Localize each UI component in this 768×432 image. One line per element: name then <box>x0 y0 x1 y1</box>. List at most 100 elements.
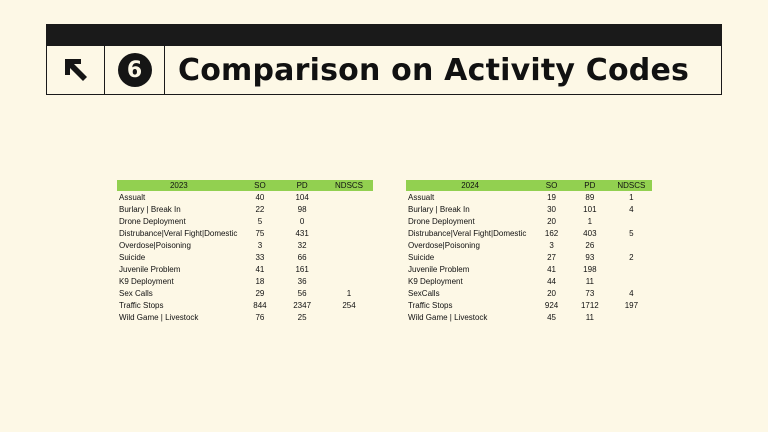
so-value: 27 <box>547 252 557 262</box>
table-row: Distrubance|Veral Fight|Domestic 162 403 5 <box>406 227 652 239</box>
row-label: Burlary | Break In <box>119 204 181 214</box>
ndscs-value <box>325 191 373 203</box>
ndscs-header: NDSCS <box>610 180 652 191</box>
so-header: SO <box>240 180 280 191</box>
ndscs-value <box>611 275 652 287</box>
row-label: Burlary | Break In <box>408 204 470 214</box>
header-bar <box>47 25 721 46</box>
table-row: Overdose|Poisoning 3 26 <box>406 239 652 251</box>
ndscs-header: NDSCS <box>325 180 373 191</box>
row-label: Juvenile Problem <box>119 264 181 274</box>
row-label: Overdose|Poisoning <box>408 240 480 250</box>
pd-value: 73 <box>585 288 595 298</box>
so-header: SO <box>534 180 569 191</box>
ndscs-value: 197 <box>624 300 639 310</box>
slide-header: 6 Comparison on Activity Codes <box>46 24 722 95</box>
table-row: Suicide 27 93 2 <box>406 251 652 263</box>
so-value: 75 <box>255 228 265 238</box>
pd-value: 198 <box>583 264 597 274</box>
so-value: 844 <box>253 300 267 310</box>
so-value: 22 <box>255 204 265 214</box>
row-label: Suicide <box>408 252 435 262</box>
ndscs-value <box>325 263 373 275</box>
pd-value: 11 <box>585 312 594 322</box>
row-label: Assualt <box>408 192 435 202</box>
table-row: Wild Game | Livestock 76 25 <box>117 311 373 323</box>
table-row: Assualt 40 104 <box>117 191 373 203</box>
pd-value: 89 <box>585 192 595 202</box>
so-value: 45 <box>547 312 557 322</box>
so-value: 18 <box>255 276 265 286</box>
table-row: Burlary | Break In 22 98 <box>117 203 373 215</box>
row-label: K9 Deployment <box>119 276 174 286</box>
row-label: Drone Deployment <box>408 216 475 226</box>
table-row: Sex Calls 29 56 1 <box>117 287 373 299</box>
pd-header: PD <box>279 180 326 191</box>
so-value: 162 <box>544 228 559 238</box>
table-row: SexCalls 20 73 4 <box>406 287 652 299</box>
table-row: K9 Deployment 18 36 <box>117 275 373 287</box>
row-label: Distrubance|Veral Fight|Domestic <box>119 228 238 238</box>
pd-value: 104 <box>295 192 309 202</box>
row-label: Overdose|Poisoning <box>119 240 191 250</box>
pd-value: 66 <box>297 252 307 262</box>
so-value: 3 <box>257 240 263 250</box>
so-value: 76 <box>255 312 265 322</box>
row-label: Traffic Stops <box>408 300 453 310</box>
so-value: 5 <box>257 216 263 226</box>
arrow-cell <box>47 46 105 94</box>
pd-value: 1712 <box>580 300 599 310</box>
table-row: Distrubance|Veral Fight|Domestic 75 431 <box>117 227 373 239</box>
table-row: Drone Deployment 5 0 <box>117 215 373 227</box>
so-value: 19 <box>547 192 557 202</box>
so-value: 924 <box>544 300 559 310</box>
table-row: Assualt 19 89 1 <box>406 191 652 203</box>
so-value: 41 <box>547 264 557 274</box>
row-label: Juvenile Problem <box>408 264 470 274</box>
so-value: 3 <box>549 240 554 250</box>
activity-table-2024: 2024 SO PD NDSCS Assualt 19 89 1 Burlary | B… <box>406 180 652 323</box>
so-value: 33 <box>255 252 265 262</box>
table-row: Juvenile Problem 41 198 <box>406 263 652 275</box>
ndscs-value <box>611 215 652 227</box>
header-row: 6 Comparison on Activity Codes <box>47 46 721 94</box>
ndscs-value: 254 <box>342 300 356 310</box>
table-row: Wild Game | Livestock 45 11 <box>406 311 652 323</box>
activity-table-2023: 2023 SO PD NDSCS Assualt 40 104 Burlary | B… <box>117 180 373 323</box>
row-label: K9 Deployment <box>408 276 463 286</box>
page-title: Comparison on Activity Codes <box>178 52 690 88</box>
ndscs-value: 2 <box>629 252 634 262</box>
ndscs-value <box>325 227 373 239</box>
table-header-row: 2023 SO PD NDSCS <box>117 180 373 191</box>
pd-value: 403 <box>583 228 597 238</box>
row-label: Traffic Stops <box>119 300 164 310</box>
pd-value: 32 <box>297 240 307 250</box>
row-label: Sex Calls <box>119 288 153 298</box>
table-row: Overdose|Poisoning 3 32 <box>117 239 373 251</box>
section-number-cell: 6 <box>105 46 165 94</box>
so-value: 30 <box>547 204 557 214</box>
row-label: Suicide <box>119 252 146 262</box>
table-row: Traffic Stops 844 2347 254 <box>117 299 373 311</box>
table-row: K9 Deployment 44 11 <box>406 275 652 287</box>
section-number-badge: 6 <box>117 53 152 87</box>
table-row: Suicide 33 66 <box>117 251 373 263</box>
ndscs-value <box>325 311 373 323</box>
so-value: 41 <box>255 264 265 274</box>
pd-value: 26 <box>585 240 595 250</box>
ndscs-value: 5 <box>629 228 634 238</box>
pd-value: 431 <box>295 228 309 238</box>
pd-value: 56 <box>297 288 307 298</box>
pd-value: 1 <box>587 216 593 226</box>
pd-value: 2347 <box>293 300 312 310</box>
ndscs-value <box>325 251 373 263</box>
ndscs-value: 4 <box>629 288 634 298</box>
pd-header: PD <box>568 180 611 191</box>
row-label: Distrubance|Veral Fight|Domestic <box>408 228 527 238</box>
row-label: Assualt <box>119 192 146 202</box>
ndscs-value <box>325 203 373 215</box>
so-value: 40 <box>255 192 265 202</box>
pd-value: 11 <box>585 276 594 286</box>
pd-value: 101 <box>583 204 597 214</box>
table-header-row: 2024 SO PD NDSCS <box>406 180 652 191</box>
